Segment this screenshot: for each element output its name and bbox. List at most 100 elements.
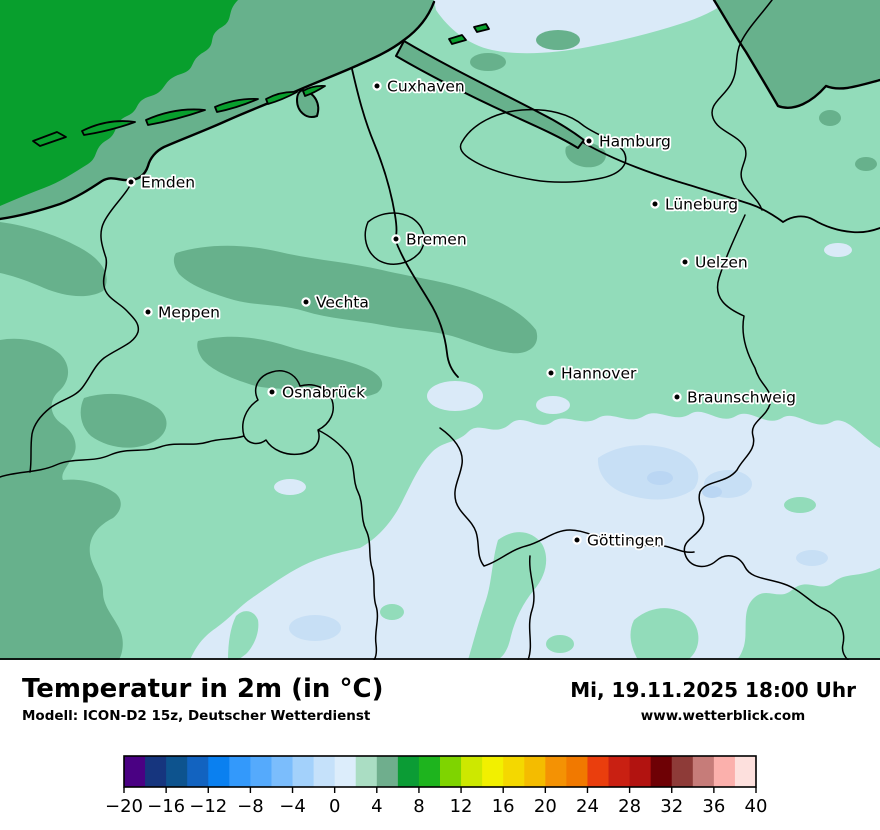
colorbar-tick-label: 12	[450, 796, 473, 817]
city-label: Bremen	[406, 231, 467, 249]
colorbar-segment	[187, 756, 209, 787]
city-label: Göttingen	[587, 532, 664, 550]
city-dot	[391, 234, 401, 244]
city-dot	[267, 387, 277, 397]
colorbar-segment	[376, 756, 399, 787]
city-dot	[650, 199, 660, 209]
city-label: Hannover	[561, 365, 637, 383]
coastline	[0, 0, 585, 221]
city-dot	[546, 368, 556, 378]
city-dot	[372, 81, 382, 91]
colorbar-segment	[355, 756, 378, 787]
colorbar-segment	[250, 756, 272, 787]
city-label: Cuxhaven	[387, 78, 465, 96]
page-title: Temperatur in 2m (in °C)	[22, 674, 384, 704]
colorbar-tick-label: 8	[413, 796, 424, 817]
colorbar-segment	[482, 756, 504, 787]
city-marker: Hamburg	[584, 131, 673, 152]
city-marker: Meppen	[143, 302, 222, 323]
city-dot	[572, 535, 582, 545]
city-markers: Cuxhaven Hamburg Emden Lüneburg Bremen Uelzen…	[126, 76, 798, 551]
city-dot	[672, 392, 682, 402]
colorbar-tick-label: 24	[576, 796, 599, 817]
colorbar-segment	[629, 756, 652, 787]
city-dot	[584, 136, 594, 146]
temperature-colorbar: −20 −16 −12 −8 −4 0 4 8 12 16 20 24 28 32 36 40	[105, 755, 768, 817]
northeast-coast-region	[712, 0, 880, 171]
colorbar-segment	[692, 756, 715, 787]
city-label: Uelzen	[695, 254, 748, 272]
website-url: www.wetterblick.com	[640, 708, 806, 724]
colorbar-segment	[124, 756, 146, 787]
mild-sea-and-land-patches	[0, 30, 606, 660]
colorbar-tick-label: 40	[745, 796, 768, 817]
colorbar-tick-label: 20	[534, 796, 557, 817]
wadden-islands	[32, 23, 490, 147]
colorbar-segment	[271, 756, 294, 787]
map-footer: Temperatur in 2m (in °C) Modell: ICON-D2…	[0, 660, 880, 830]
city-marker: Hannover	[546, 363, 639, 384]
colorbar-segment	[229, 756, 251, 787]
colorbar-segment	[524, 756, 546, 787]
city-marker: Emden	[126, 172, 197, 193]
weather-map: Cuxhaven Hamburg Emden Lüneburg Bremen Uelzen…	[0, 0, 880, 660]
city-dot	[680, 257, 690, 267]
city-label: Braunschweig	[687, 389, 796, 407]
colorbar-tick-label: −16	[147, 796, 185, 817]
colorbar-segment	[145, 756, 167, 787]
colorbar-segment	[397, 756, 420, 787]
cold-region-north	[434, 0, 730, 54]
colorbar-tick-label: −20	[105, 796, 143, 817]
colorbar-segment	[566, 756, 588, 787]
colorbar-segment	[418, 756, 441, 787]
colorbar-tick-label: 4	[371, 796, 382, 817]
city-label: Osnabrück	[282, 384, 365, 402]
colorbar-tick-label: 16	[492, 796, 515, 817]
city-marker: Lüneburg	[650, 194, 740, 215]
north-sea-region	[0, 0, 238, 206]
city-marker: Vechta	[301, 292, 371, 313]
colorbar-segment	[503, 756, 525, 787]
colorbar-tick-label: −12	[189, 796, 227, 817]
colorbar-segment	[292, 756, 315, 787]
colorbar-segment	[650, 756, 673, 787]
city-marker: Cuxhaven	[372, 76, 466, 97]
colorbar-frame	[123, 755, 757, 788]
colorbar-tick-label: 28	[618, 796, 641, 817]
city-dot	[301, 297, 311, 307]
colorbar-segment	[713, 756, 736, 787]
colorbar-segment	[545, 756, 567, 787]
colorbar-tick-label: −4	[279, 796, 306, 817]
colorbar-segment	[461, 756, 483, 787]
colorbar-segment	[587, 756, 610, 787]
city-marker: Bremen	[391, 229, 468, 250]
colorbar-segment	[734, 756, 757, 787]
colorbar-segment	[440, 756, 462, 787]
colorbar-tick-label: 0	[329, 796, 340, 817]
city-dot	[126, 177, 136, 187]
city-label: Lüneburg	[665, 196, 738, 214]
city-marker: Osnabrück	[267, 382, 367, 403]
city-marker: Braunschweig	[672, 387, 798, 408]
city-marker: Göttingen	[572, 530, 666, 551]
city-label: Vechta	[316, 294, 369, 312]
colorbar-tick-label: −8	[237, 796, 264, 817]
colorbar-tick-label: 36	[702, 796, 725, 817]
colorbar-segment	[334, 756, 357, 787]
city-label: Hamburg	[599, 133, 671, 151]
colorbar-segment	[313, 756, 336, 787]
colorbar-segment	[608, 756, 631, 787]
city-label: Emden	[141, 174, 195, 192]
model-info: Modell: ICON-D2 15z, Deutscher Wetterdie…	[22, 708, 371, 724]
colorbar-tick-label: 32	[660, 796, 683, 817]
colorbar-segment	[208, 756, 230, 787]
city-dot	[143, 307, 153, 317]
colorbar-segment	[166, 756, 188, 787]
city-label: Meppen	[158, 304, 220, 322]
forecast-datetime: Mi, 19.11.2025 18:00 Uhr	[570, 678, 856, 702]
city-marker: Uelzen	[680, 252, 749, 273]
colorbar-segment	[671, 756, 694, 787]
cold-region-southeast	[190, 243, 880, 660]
state-borders	[0, 0, 849, 660]
